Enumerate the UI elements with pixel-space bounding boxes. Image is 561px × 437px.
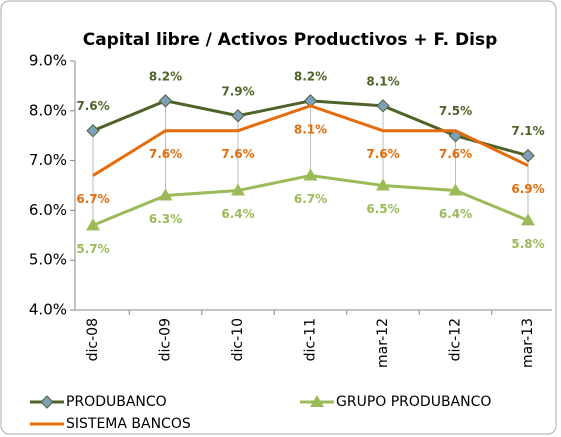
data-label: 6.4% [439,207,472,221]
point-marker [448,183,463,196]
data-label: 5.7% [76,242,109,256]
point-marker [231,183,245,196]
point-marker [158,188,173,201]
data-label: 7.6% [366,147,399,161]
x-tick-label: dic-10 [230,318,246,361]
point-marker [86,218,100,231]
data-label: 6.3% [149,212,182,226]
data-label: 6.7% [294,192,327,206]
y-tick-label: 6.0% [29,201,67,219]
data-label: 8.2% [149,69,182,83]
data-label: 6.9% [511,182,544,196]
legend-marker [40,395,54,409]
data-label: 7.6% [439,147,472,161]
data-label: 6.7% [76,192,109,206]
chart-title: Capital libre / Activos Productivos + F.… [83,30,498,50]
data-label: 8.1% [294,122,327,136]
data-label: 8.2% [294,69,327,83]
legend-marker [310,395,324,407]
data-label: 7.1% [511,124,544,138]
data-label: 6.5% [366,202,399,216]
x-tick-label: dic-11 [303,318,319,361]
data-label: 7.9% [221,84,254,98]
point-marker [521,213,535,226]
x-tick-label: dic-12 [448,318,464,361]
y-tick-label: 7.0% [29,151,67,169]
y-tick-label: 9.0% [29,52,67,70]
data-label: 5.8% [511,237,544,251]
legend-label: GRUPO PRODUBANCO [336,394,491,410]
point-marker [521,148,535,163]
data-label: 7.6% [221,147,254,161]
legend-label: SISTEMA BANCOS [66,416,191,432]
data-label: 8.1% [366,74,399,88]
data-label: 6.4% [221,207,254,221]
point-marker [376,178,390,191]
legend-label: PRODUBANCO [66,394,167,410]
series-line [92,104,529,177]
x-tick-label: dic-09 [158,318,174,361]
x-tick-label: mar-13 [520,318,536,368]
y-tick-label: 5.0% [29,251,67,269]
point-marker [158,94,173,108]
x-tick-label: mar-12 [375,318,391,368]
y-tick-label: 4.0% [29,301,67,319]
point-marker [86,124,100,138]
data-label: 7.5% [439,104,472,118]
x-tick-label: dic-08 [85,318,101,361]
point-marker [376,99,390,113]
point-marker [303,168,318,181]
data-label: 7.6% [149,147,182,161]
y-tick-label: 8.0% [29,101,67,119]
point-marker [231,109,245,123]
data-label: 7.6% [76,99,109,113]
